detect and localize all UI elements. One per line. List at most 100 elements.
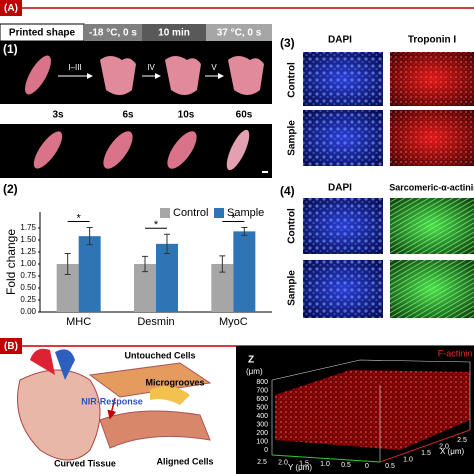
y-tick-label: 1.0 (320, 461, 330, 468)
time-label: 10s (178, 110, 195, 121)
cells (150, 386, 190, 405)
y-axis-line (271, 454, 381, 463)
vessel (30, 348, 55, 375)
error-bar (142, 255, 148, 273)
legend-label: Control (173, 207, 208, 219)
x-tick-label: Desmin (137, 316, 174, 328)
header: 37 °C, 0 s (217, 28, 262, 39)
annotation: Curved Tissue (54, 458, 116, 468)
z-tick-label: 100 (256, 438, 268, 445)
step-label: IV (147, 63, 155, 72)
header: -18 °C, 0 s (89, 28, 137, 39)
header-cell (142, 24, 206, 41)
time-band (0, 104, 272, 124)
bar (56, 264, 79, 312)
x-tick-label: 1.0 (403, 456, 413, 463)
y-tick-label: 0 (365, 463, 369, 470)
sample-shape (103, 131, 133, 169)
z-tick-label: 500 (256, 404, 268, 411)
micrograph-texture (390, 260, 474, 318)
row-label: Control (287, 208, 298, 244)
x-tick-label: 2.5 (457, 437, 467, 444)
sample-shape (25, 55, 51, 95)
header: Printed shape (9, 28, 76, 39)
confocal-texture (275, 370, 470, 450)
y-tick-label: 0.50 (20, 283, 36, 292)
step-label: V (211, 63, 217, 72)
annotation: Untouched Cells (124, 350, 195, 360)
sub-label: (3) (280, 36, 295, 50)
panel-label: (B) (4, 341, 18, 352)
sample-shape (167, 131, 197, 169)
micrograph-texture (303, 52, 383, 106)
bar-chart: 0.00 0.25 0.50 0.75 1.00 1.25 1.50 1.75 MHC * Desm… (20, 207, 272, 328)
panel-label: (A) (4, 3, 18, 14)
header-cell (206, 24, 272, 41)
x-axis-line (379, 429, 471, 463)
sub-label: (2) (3, 182, 18, 196)
y-tick-label: 1.5 (299, 460, 309, 467)
step-label: I–III (68, 63, 81, 72)
column-label: Sarcomeric-α-actinin (389, 182, 474, 192)
header-cell (84, 24, 142, 41)
time-label: 60s (236, 110, 253, 121)
column-label: DAPI (328, 183, 352, 194)
micrograph-texture (390, 198, 474, 254)
bar (211, 264, 234, 312)
label-box (0, 0, 22, 16)
x-tick-label: MHC (66, 316, 91, 328)
x-tick-label: 0.5 (385, 463, 395, 470)
row-label: Sample (287, 120, 298, 156)
sub-label: (4) (280, 184, 295, 198)
significance: * (77, 212, 82, 224)
schematic (17, 348, 212, 461)
legend-label: Sample (227, 207, 264, 219)
error-bar (241, 227, 248, 236)
y-tick-label: 0.75 (20, 271, 36, 280)
x-tick-label: MyoC (219, 316, 248, 328)
sample-shape (33, 131, 63, 169)
y-axis-label: Fold change (4, 229, 18, 295)
y-tick-label: 0.5 (341, 462, 351, 469)
micrograph-texture (303, 198, 383, 254)
stain-label: F-actinin (438, 348, 473, 358)
legend-swatch (160, 208, 170, 218)
error-bar (64, 252, 71, 276)
vessel (55, 349, 75, 380)
heart (17, 369, 101, 461)
error-bar (164, 233, 170, 254)
annotation: Microgrooves (145, 377, 204, 387)
sub-label: (1) (3, 42, 18, 56)
micrograph-texture (390, 110, 474, 166)
z-tick-label: 400 (256, 413, 268, 420)
z-tick-label: 0 (264, 447, 268, 454)
row-label: Sample (287, 270, 298, 306)
time-label: 3s (52, 110, 64, 121)
sample-shape (100, 56, 136, 95)
y-tick-label: 1.75 (20, 223, 36, 232)
y-tick-label: 0.00 (20, 307, 36, 316)
bar (78, 236, 101, 312)
annotation: NIR-Response (81, 396, 143, 406)
sample-shape (226, 129, 250, 171)
z-tick-label: 300 (256, 421, 268, 428)
bar (233, 231, 256, 312)
y-tick-label: 1.50 (20, 235, 36, 244)
y-tick-label: 1.25 (20, 247, 36, 256)
z-tick-label: 200 (256, 430, 268, 437)
y-tick-label: 1.00 (20, 259, 36, 268)
micrograph-texture (303, 110, 383, 166)
significance: * (231, 212, 236, 224)
sample-shape (228, 56, 264, 95)
annotation: Aligned Cells (156, 456, 213, 466)
z-tick-label: 600 (256, 396, 268, 403)
row-label: Control (287, 62, 298, 98)
header: 10 min (158, 28, 190, 39)
z-tick-label: 800 (256, 379, 268, 386)
significance: * (154, 219, 159, 231)
z-axis-unit: (μm) (246, 367, 263, 376)
time-label: 6s (122, 110, 134, 121)
scaffold (88, 362, 212, 398)
